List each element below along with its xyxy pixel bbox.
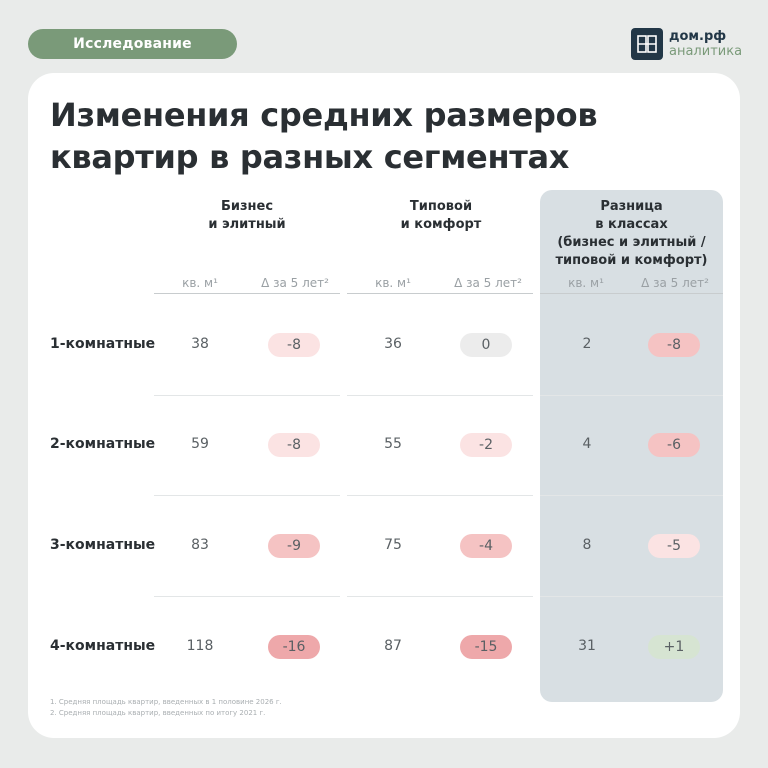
logo-subtitle: аналитика [669,44,743,59]
title-line-1: Изменения средних размеров [50,96,598,134]
area-value: 4 [582,436,592,452]
area-value: 55 [384,436,402,452]
delta-pill: +1 [648,635,700,659]
subhead-area: кв. м¹ [182,276,218,290]
dom-rf-logo-icon [631,28,663,60]
area-value: 8 [582,537,592,553]
area-value: 59 [191,436,209,452]
delta-pill: -6 [648,433,700,457]
area-value: 31 [578,638,596,654]
area-value: 83 [191,537,209,553]
subhead-area: кв. м¹ [375,276,411,290]
row-divider [540,395,723,396]
delta-pill: -8 [268,333,320,357]
brand-logo: дом.рф аналитика [631,28,742,60]
subhead-delta: Δ за 5 лет² [261,276,329,290]
delta-pill: -8 [268,433,320,457]
row-divider [540,596,723,597]
group-header-business: Бизнес и элитный [208,199,286,232]
page-title: Изменения средних размеров квартир в раз… [50,94,670,178]
delta-pill: -8 [648,333,700,357]
delta-pill: -2 [460,433,512,457]
row-divider [347,395,533,396]
row-divider [154,395,340,396]
subhead-delta: Δ за 5 лет² [641,276,709,290]
group-header-standard: Типовой и комфорт [400,199,482,232]
delta-pill: -16 [268,635,320,659]
footnote-2: 2. Средняя площадь квартир, введенных по… [50,709,266,717]
row-divider [154,495,340,496]
row-divider [540,495,723,496]
row-label: 3-комнатные [50,537,156,553]
group-header-difference: Разница в классах (бизнес и элитный / типо… [555,199,708,268]
section-tag: Исследование [28,29,237,59]
row-label: 1-комнатные [50,336,156,352]
area-value: 38 [191,336,209,352]
title-line-2: квартир в разных сегментах [50,138,570,176]
row-divider [347,495,533,496]
header-divider [154,293,340,294]
delta-pill: -4 [460,534,512,558]
row-divider [154,596,340,597]
area-value: 2 [582,336,592,352]
row-label: 4-комнатные [50,638,156,654]
delta-pill: 0 [460,333,512,357]
area-value: 75 [384,537,402,553]
logo-name: дом.рф [669,29,727,44]
delta-pill: -15 [460,635,512,659]
row-divider [347,596,533,597]
area-value: 87 [384,638,402,654]
delta-pill: -5 [648,534,700,558]
header-divider [540,293,723,294]
area-value: 118 [186,638,214,654]
subhead-delta: Δ за 5 лет² [454,276,522,290]
subhead-area: кв. м¹ [568,276,604,290]
area-value: 36 [384,336,402,352]
delta-pill: -9 [268,534,320,558]
header-divider [347,293,533,294]
footnote-1: 1. Средняя площадь квартир, введенных в … [50,698,282,706]
row-label: 2-комнатные [50,436,156,452]
